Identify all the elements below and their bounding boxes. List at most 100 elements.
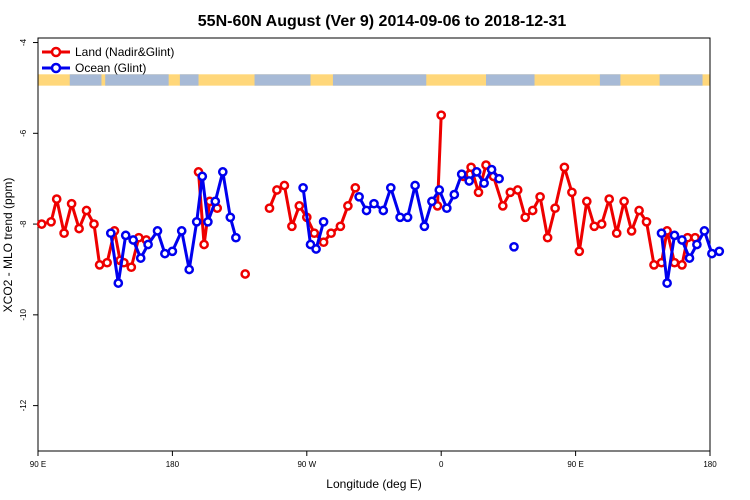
x-tick-label: 180 [703, 460, 717, 469]
data-point [354, 191, 364, 202]
data-point [197, 171, 208, 182]
data-point [120, 230, 131, 241]
data-point [535, 191, 545, 202]
data-point [152, 226, 163, 236]
data-point [574, 246, 585, 257]
data-point [684, 253, 695, 263]
data-point [210, 196, 221, 207]
data-point [604, 194, 615, 204]
data-point [240, 269, 251, 279]
data-point [436, 110, 447, 121]
ocean-band [332, 74, 427, 86]
legend-label: Ocean (Glint) [75, 61, 146, 75]
ocean-band [105, 74, 169, 86]
data-point [350, 182, 361, 193]
data-point [46, 216, 56, 227]
data-point [619, 196, 629, 207]
y-axis-label: XCO2 - MLO trend (ppm) [1, 178, 15, 313]
data-point [662, 278, 672, 288]
data-point [311, 244, 321, 254]
data-point [464, 176, 475, 186]
data-point [113, 278, 124, 288]
data-point [81, 205, 92, 216]
data-point [441, 203, 452, 214]
x-tick-label: 90 E [567, 460, 583, 469]
data-point [318, 237, 329, 248]
data-point [473, 187, 484, 198]
data-point [203, 216, 213, 227]
data-point [449, 189, 460, 200]
land-ocean-strip [38, 74, 710, 86]
data-point [294, 201, 305, 211]
ocean-band [254, 74, 311, 86]
data-point [272, 185, 282, 195]
ocean-band [69, 74, 102, 86]
data-point [497, 201, 508, 211]
y-tick-label: -12 [19, 399, 28, 411]
data-point [494, 173, 504, 184]
data-point [419, 221, 430, 232]
legend-label: Land (Nadir&Glint) [75, 45, 174, 59]
data-point [626, 226, 637, 236]
data-point [167, 246, 178, 257]
data-point [410, 180, 420, 191]
data-point [567, 187, 577, 198]
data-point [36, 219, 47, 229]
data-point [231, 232, 241, 243]
data-point [89, 219, 99, 229]
data-point [126, 262, 137, 273]
data-point [699, 226, 710, 236]
data-point [512, 185, 523, 195]
ocean-band [599, 74, 621, 86]
series-ocean [105, 164, 725, 288]
data-point [596, 219, 607, 229]
data-point [160, 248, 170, 259]
ocean-band [179, 74, 199, 86]
data-point [369, 198, 379, 209]
legend: Land (Nadir&Glint) Ocean (Glint) [42, 45, 174, 75]
series-layer [36, 110, 725, 288]
data-point [611, 228, 622, 239]
data-point [641, 216, 652, 227]
data-point [225, 212, 236, 223]
data-point [677, 260, 687, 270]
x-tick-label: 180 [166, 460, 180, 469]
data-point [479, 178, 489, 189]
data-point [649, 260, 659, 270]
data-point [287, 221, 297, 232]
y-tick-label: -10 [19, 309, 28, 321]
data-point [550, 203, 560, 214]
legend-marker [50, 62, 62, 74]
data-point [669, 230, 680, 241]
data-point [427, 196, 437, 207]
data-point [309, 228, 320, 239]
data-point [385, 182, 396, 193]
data-point [66, 198, 77, 209]
x-axis: 90 E 180 90 W 0 90 E 180 [30, 451, 717, 469]
data-point [135, 253, 146, 263]
data-point [326, 228, 336, 239]
data-point [264, 203, 275, 214]
data-point [677, 235, 687, 245]
y-axis: -4 -6 -8 -10 -12 [19, 38, 38, 411]
ocean-band [659, 74, 703, 86]
data-point [105, 228, 116, 239]
data-point [343, 201, 353, 211]
ocean-band [486, 74, 535, 86]
data-point [318, 216, 329, 227]
data-point [589, 221, 600, 232]
data-point [634, 205, 644, 216]
data-point [361, 205, 372, 216]
data-point [692, 239, 702, 250]
data-point [184, 264, 195, 275]
data-point [456, 169, 467, 180]
data-point [520, 212, 531, 223]
data-point [509, 241, 519, 252]
data-point [279, 180, 290, 191]
data-point [402, 212, 413, 223]
data-point [335, 221, 346, 232]
legend-marker [50, 46, 62, 58]
data-point [434, 185, 445, 195]
data-point [527, 205, 538, 216]
